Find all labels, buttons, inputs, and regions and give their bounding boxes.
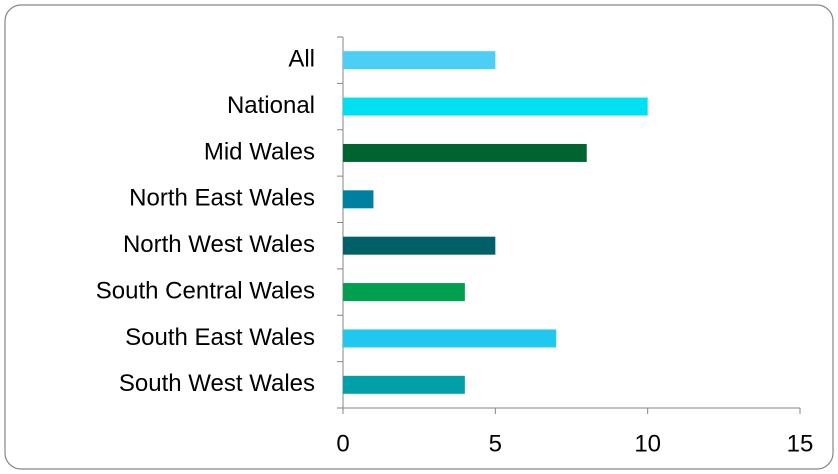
y-tick-label: South West Wales bbox=[119, 370, 315, 397]
x-tick-label: 10 bbox=[634, 430, 661, 457]
bar bbox=[343, 283, 465, 302]
x-tick-label: 0 bbox=[336, 430, 349, 457]
bar bbox=[343, 190, 374, 209]
bar bbox=[343, 143, 587, 162]
bar bbox=[343, 51, 496, 70]
x-tick-label: 5 bbox=[489, 430, 502, 457]
y-tick-label: All bbox=[288, 46, 315, 73]
y-tick-label: South Central Wales bbox=[96, 277, 315, 304]
bar bbox=[343, 375, 465, 394]
bar bbox=[343, 97, 648, 116]
y-tick-label: National bbox=[227, 92, 315, 119]
bar bbox=[343, 329, 557, 348]
y-tick-label: Mid Wales bbox=[204, 138, 315, 165]
bar bbox=[343, 236, 496, 255]
x-tick-label: 15 bbox=[787, 430, 814, 457]
y-tick-label: South East Wales bbox=[125, 324, 315, 351]
y-tick-label: North East Wales bbox=[129, 185, 315, 212]
y-tick-label: North West Wales bbox=[123, 231, 315, 258]
